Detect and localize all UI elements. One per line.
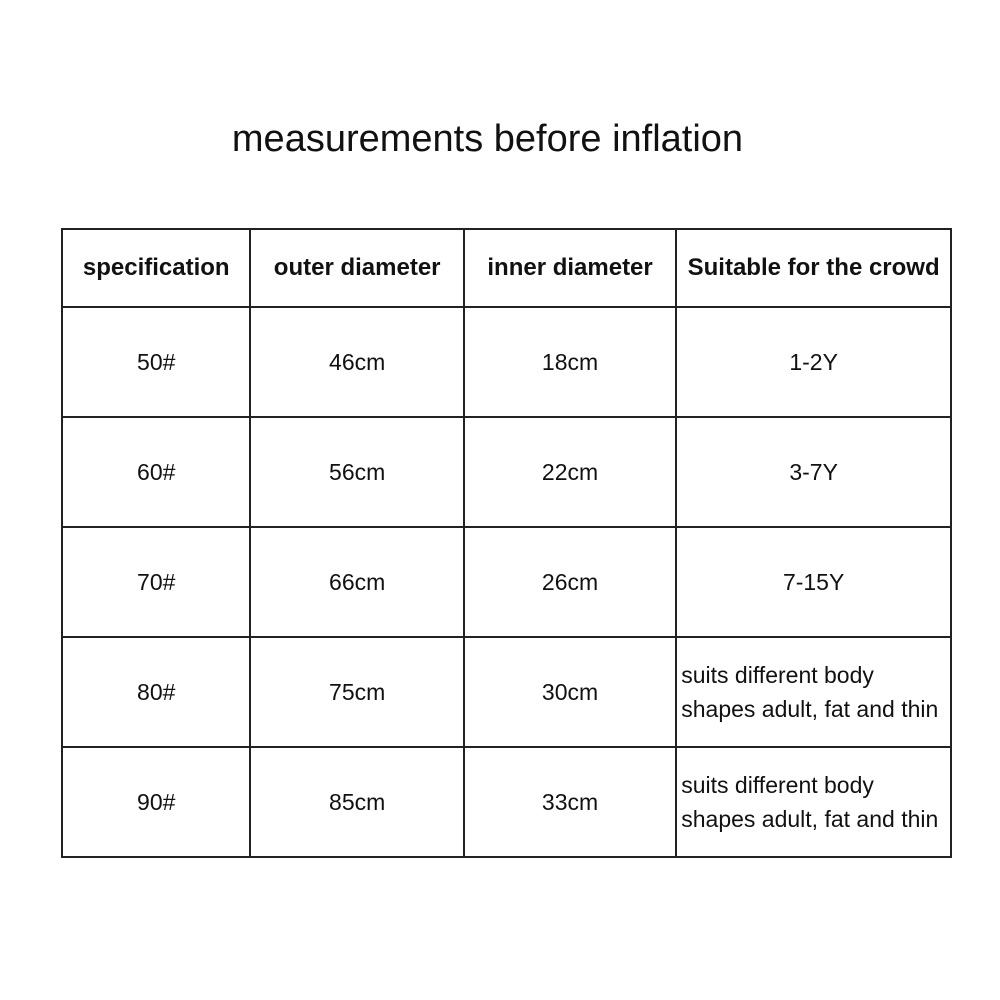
table-cell: 18cm [462, 306, 678, 418]
table-cell: 30cm [462, 636, 678, 748]
table-cell: 22cm [462, 416, 678, 528]
table-cell: 80# [60, 636, 252, 748]
column-header: specification [60, 228, 252, 308]
table-cell: 26cm [462, 526, 678, 638]
table-row: 60# 56cm 22cm 3-7Y [60, 416, 952, 528]
table-row: 50# 46cm 18cm 1-2Y [60, 306, 952, 418]
table-cell: suits different body shapes adult, fat a… [675, 636, 952, 748]
table-cell: 85cm [249, 746, 465, 858]
table-cell: 70# [60, 526, 252, 638]
column-header: outer diameter [249, 228, 465, 308]
column-header: inner diameter [462, 228, 678, 308]
title: measurements before inflation [231, 118, 744, 160]
spec-table: specification outer diameter inner diamete… [60, 228, 952, 858]
table-cell: 66cm [249, 526, 465, 638]
table-cell: 3-7Y [675, 416, 952, 528]
table-cell: 1-2Y [675, 306, 952, 418]
table-cell: suits different body shapes adult, fat a… [675, 746, 952, 858]
table-cell: 7-15Y [675, 526, 952, 638]
header-row: specification outer diameter inner diamete… [60, 228, 952, 308]
table-row: 90# 85cm 33cm suits different body shapes a… [60, 746, 952, 858]
table-cell: 56cm [249, 416, 465, 528]
table-cell: 50# [60, 306, 252, 418]
table-row: 80# 75cm 30cm suits different body shapes a… [60, 636, 952, 748]
table-cell: 75cm [249, 636, 465, 748]
table-row: 70# 66cm 26cm 7-15Y [60, 526, 952, 638]
table-body: 50# 46cm 18cm 1-2Y 60# 56cm 22cm 3-7Y 70# 66cm 26c… [60, 306, 952, 858]
table-cell: 60# [60, 416, 252, 528]
table-cell: 33cm [462, 746, 678, 858]
column-header: Suitable for the crowd [675, 228, 952, 308]
table-cell: 46cm [249, 306, 465, 418]
table-cell: 90# [60, 746, 252, 858]
